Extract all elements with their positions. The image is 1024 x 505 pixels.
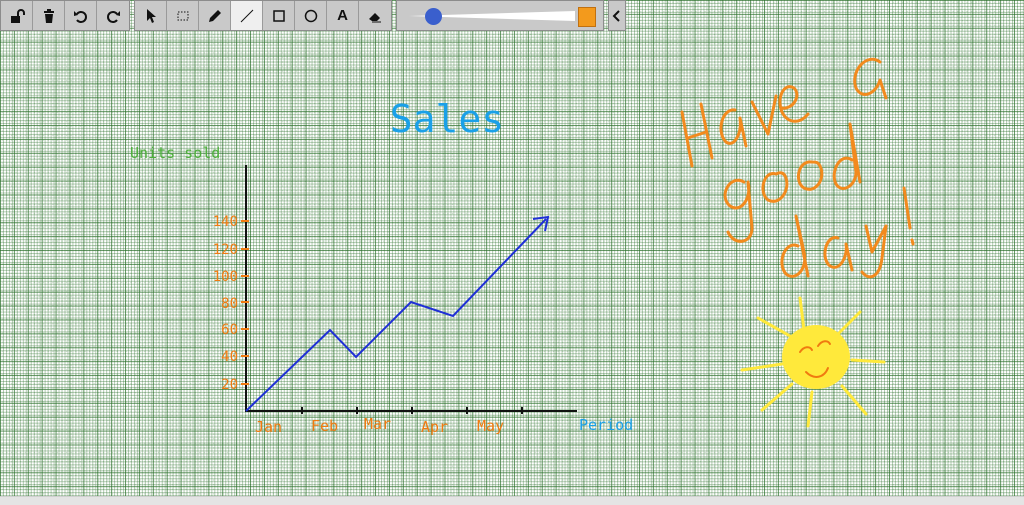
- pointer-icon: [146, 8, 156, 23]
- y-tick-label: 140: [213, 214, 238, 230]
- line-tool-button[interactable]: [231, 1, 263, 30]
- pencil-icon: [208, 9, 221, 22]
- y-tick-label: 40: [221, 349, 238, 365]
- x-tick-label: Feb: [311, 417, 338, 435]
- line-icon: [240, 9, 253, 22]
- color-picker-swatch[interactable]: [578, 7, 596, 27]
- x-tick-marks: [301, 407, 523, 414]
- chevron-left-icon: [612, 9, 620, 22]
- trash-icon: [43, 8, 54, 23]
- y-axis-label: Units sold: [130, 144, 220, 162]
- eraser-tool-button[interactable]: [359, 1, 391, 30]
- undo-button[interactable]: [65, 1, 97, 30]
- sun-face: [782, 325, 850, 389]
- x-tick-label: May: [477, 417, 504, 435]
- x-tick-label: Jan: [255, 418, 282, 436]
- bottom-scrollbar[interactable]: [0, 496, 1024, 505]
- redo-icon: [107, 10, 120, 23]
- delete-button[interactable]: [33, 1, 65, 30]
- unlock-icon: [10, 8, 25, 23]
- y-tick-label: 20: [221, 377, 238, 393]
- toolbar-group-tools: A: [134, 0, 392, 31]
- sun-drawing: [740, 296, 886, 428]
- stroke-width-slider[interactable]: [425, 8, 442, 25]
- circle-icon: [304, 9, 317, 22]
- y-tick-marks: [241, 220, 249, 385]
- toolbar: A: [0, 0, 626, 32]
- undo-icon: [73, 10, 87, 23]
- y-tick-label: 60: [221, 322, 238, 338]
- select-tool-button[interactable]: [135, 1, 167, 30]
- rectangle-tool-button[interactable]: [263, 1, 295, 30]
- pencil-tool-button[interactable]: [199, 1, 231, 30]
- handwritten-greeting: [680, 58, 915, 279]
- text-icon: A: [337, 7, 348, 24]
- x-tick-label: Mar: [364, 415, 391, 433]
- marquee-tool-button[interactable]: [167, 1, 199, 30]
- x-axis-label: Period: [579, 416, 633, 434]
- toolbar-group-edit: [0, 0, 130, 31]
- rectangle-icon: [272, 9, 285, 22]
- y-tick-label: 120: [213, 242, 238, 258]
- x-tick-label: Apr: [421, 418, 448, 436]
- eraser-icon: [369, 12, 381, 22]
- chart-title: Sales: [390, 97, 504, 141]
- slider-taper-icon: [409, 11, 575, 21]
- lock-button[interactable]: [1, 1, 33, 30]
- redo-button[interactable]: [97, 1, 129, 30]
- sales-trend-line: [245, 218, 547, 412]
- text-tool-button[interactable]: A: [327, 1, 359, 30]
- y-tick-label: 100: [213, 269, 238, 285]
- trend-arrowhead: [532, 215, 550, 232]
- stroke-width-slider-group: [396, 0, 604, 31]
- collapse-toolbar-button[interactable]: [608, 0, 626, 31]
- ellipse-tool-button[interactable]: [295, 1, 327, 30]
- y-tick-label: 80: [221, 296, 238, 312]
